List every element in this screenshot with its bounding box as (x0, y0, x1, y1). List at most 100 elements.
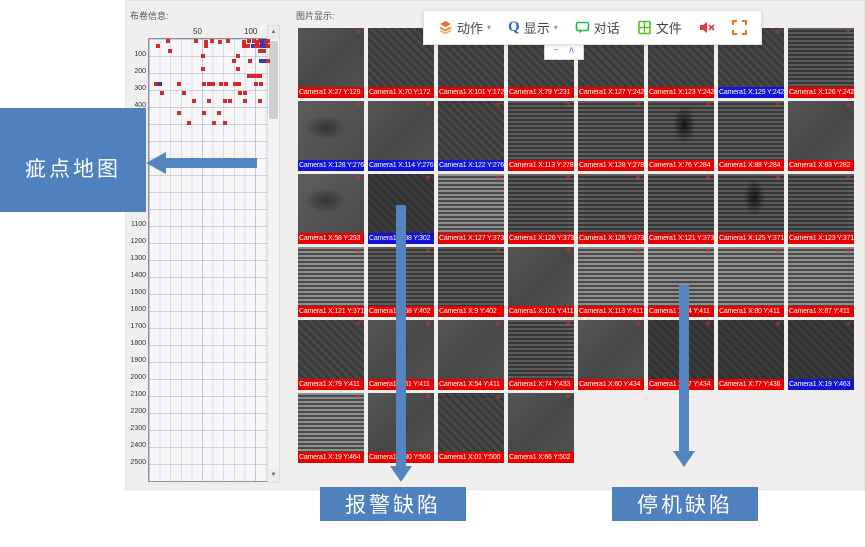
defect-tile[interactable]: ✕ Camera1 X:127 Y:373 (438, 174, 504, 244)
close-icon[interactable]: ✕ (425, 175, 431, 182)
close-icon[interactable]: ✕ (705, 175, 711, 182)
defect-tile[interactable]: ✕ Camera1 X:121 Y:371 (298, 247, 364, 317)
collapse-minus-button[interactable]: − (552, 45, 559, 56)
defect-tile[interactable]: ✕ Camera1 X:125 Y:371 (718, 174, 784, 244)
close-icon[interactable]: ✕ (495, 394, 501, 401)
file-button[interactable]: 文件 (637, 18, 682, 37)
defect-tile[interactable]: ✕ Camera1 X:113 Y:278 (508, 101, 574, 171)
defect-tile[interactable]: ✕ Camera1 X:19 Y:464 (298, 393, 364, 463)
scroll-down-icon[interactable]: ▼ (268, 469, 279, 482)
close-icon[interactable]: ✕ (635, 102, 641, 109)
defect-tile[interactable]: ✕ Camera1 X:113 Y:411 (578, 247, 644, 317)
close-icon[interactable]: ✕ (495, 102, 501, 109)
defect-tile[interactable]: ✕ Camera1 X:76 Y:284 (648, 101, 714, 171)
mute-button[interactable] (699, 20, 715, 35)
defect-tile[interactable]: ✕ Camera1 X:27 Y:129 (298, 28, 364, 98)
display-menu-button[interactable]: Q 显示 ▾ (508, 18, 558, 37)
defect-tile[interactable]: ✕ Camera1 X:121 Y:373 (648, 174, 714, 244)
dialog-button[interactable]: 对话 (575, 18, 620, 37)
close-icon[interactable]: ✕ (775, 175, 781, 182)
defect-tile[interactable]: ✕ Camera1 X:77 Y:436 (718, 320, 784, 390)
close-icon[interactable]: ✕ (425, 248, 431, 255)
defect-tile[interactable]: ✕ Camera1 X:58 Y:293 (298, 174, 364, 244)
close-icon[interactable]: ✕ (565, 394, 571, 401)
defect-tile[interactable]: ✕ Camera1 X:126 Y:373 (578, 174, 644, 244)
close-icon[interactable]: ✕ (355, 29, 361, 36)
chevron-down-icon: ▾ (553, 23, 558, 32)
stop-defect-point (191, 99, 196, 104)
close-icon[interactable]: ✕ (565, 248, 571, 255)
close-icon[interactable]: ✕ (565, 102, 571, 109)
close-icon[interactable]: ✕ (355, 394, 361, 401)
close-icon[interactable]: ✕ (635, 321, 641, 328)
close-icon[interactable]: ✕ (845, 248, 851, 255)
left-panel-scrollbar[interactable]: ▲ ▼ (267, 25, 280, 483)
close-icon[interactable]: ✕ (495, 175, 501, 182)
close-icon[interactable]: ✕ (565, 175, 571, 182)
defect-tile[interactable]: ✕ Camera1 X:126 Y:373 (508, 174, 574, 244)
defect-tile[interactable]: ✕ Camera1 X:9 Y:402 (438, 247, 504, 317)
defect-tile[interactable]: ✕ Camera1 X:101 Y:411 (508, 247, 574, 317)
close-icon[interactable]: ✕ (565, 321, 571, 328)
scrollbar-thumb[interactable] (269, 41, 278, 119)
defect-map-plot[interactable] (148, 38, 278, 482)
defect-tile[interactable]: ✕ Camera1 X:19 Y:463 (788, 320, 854, 390)
stop-defect-point (241, 39, 246, 44)
action-menu-button[interactable]: 动作 ▾ (438, 18, 491, 37)
defect-tile-label: Camera1 X:123 Y:371 (788, 233, 854, 244)
close-icon[interactable]: ✕ (775, 102, 781, 109)
close-icon[interactable]: ✕ (495, 248, 501, 255)
close-icon[interactable]: ✕ (355, 102, 361, 109)
close-icon[interactable]: ✕ (355, 175, 361, 182)
close-icon[interactable]: ✕ (775, 248, 781, 255)
close-icon[interactable]: ✕ (775, 321, 781, 328)
defect-tile[interactable]: ✕ Camera1 X:83 Y:282 (788, 101, 854, 171)
scroll-up-icon[interactable]: ▲ (268, 26, 279, 39)
close-icon[interactable]: ✕ (355, 321, 361, 328)
defect-tile[interactable]: ✕ Camera1 X:79 Y:411 (298, 320, 364, 390)
defect-tile[interactable]: ✕ Camera1 X:126 Y:242 (788, 28, 854, 98)
defect-tile[interactable]: ✕ Camera1 X:74 Y:433 (508, 320, 574, 390)
defect-tile[interactable]: ✕ Camera1 X:114 Y:276 (368, 101, 434, 171)
close-icon[interactable]: ✕ (845, 29, 851, 36)
defect-tile[interactable]: ✕ Camera1 X:123 Y:371 (788, 174, 854, 244)
alarm-defect-point (262, 58, 267, 63)
close-icon[interactable]: ✕ (705, 248, 711, 255)
defect-tile[interactable]: ✕ Camera1 X:87 Y:411 (788, 247, 854, 317)
defect-image (508, 174, 574, 233)
close-icon[interactable]: ✕ (845, 175, 851, 182)
defect-tile[interactable]: ✕ Camera1 X:80 Y:411 (718, 247, 784, 317)
close-icon[interactable]: ✕ (495, 321, 501, 328)
fullscreen-button[interactable] (731, 20, 747, 35)
defect-tile[interactable]: ✕ Camera1 X:66 Y:502 (508, 393, 574, 463)
defect-tile-label: Camera1 X:129 Y:242 (718, 87, 784, 98)
close-icon[interactable]: ✕ (705, 102, 711, 109)
defect-tile-label: Camera1 X:19 Y:463 (788, 379, 854, 390)
collapse-up-button[interactable]: ∧ (567, 45, 576, 56)
stop-defect-point (160, 91, 165, 96)
defect-tile[interactable]: ✕ Camera1 X:54 Y:411 (438, 320, 504, 390)
defect-tile[interactable]: ✕ Camera1 X:88 Y:284 (718, 101, 784, 171)
fullscreen-icon (731, 20, 747, 35)
defect-tile-label: Camera1 X:87 Y:411 (788, 306, 854, 317)
close-icon[interactable]: ✕ (705, 321, 711, 328)
defect-tile[interactable]: ✕ Camera1 X:60 Y:434 (578, 320, 644, 390)
close-icon[interactable]: ✕ (845, 321, 851, 328)
close-icon[interactable]: ✕ (355, 248, 361, 255)
close-icon[interactable]: ✕ (775, 29, 781, 36)
stop-defect-point (204, 43, 209, 48)
defect-tile-label: Camera1 X:123 Y:242 (648, 87, 714, 98)
defect-tile[interactable]: ✕ Camera1 X:128 Y:278 (578, 101, 644, 171)
defect-tile[interactable]: ✕ Camera1 X:122 Y:276 (438, 101, 504, 171)
close-icon[interactable]: ✕ (635, 248, 641, 255)
close-icon[interactable]: ✕ (635, 175, 641, 182)
defect-image (578, 174, 644, 233)
defect-tile[interactable]: ✕ Camera1 X:01 Y:500 (438, 393, 504, 463)
floating-toolbar: 动作 ▾ Q 显示 ▾ 对话 文件 (423, 10, 762, 45)
stop-defect-point (207, 82, 212, 87)
close-icon[interactable]: ✕ (425, 321, 431, 328)
close-icon[interactable]: ✕ (425, 102, 431, 109)
close-icon[interactable]: ✕ (425, 394, 431, 401)
close-icon[interactable]: ✕ (845, 102, 851, 109)
defect-tile[interactable]: ✕ Camera1 X:128 Y:276 (298, 101, 364, 171)
